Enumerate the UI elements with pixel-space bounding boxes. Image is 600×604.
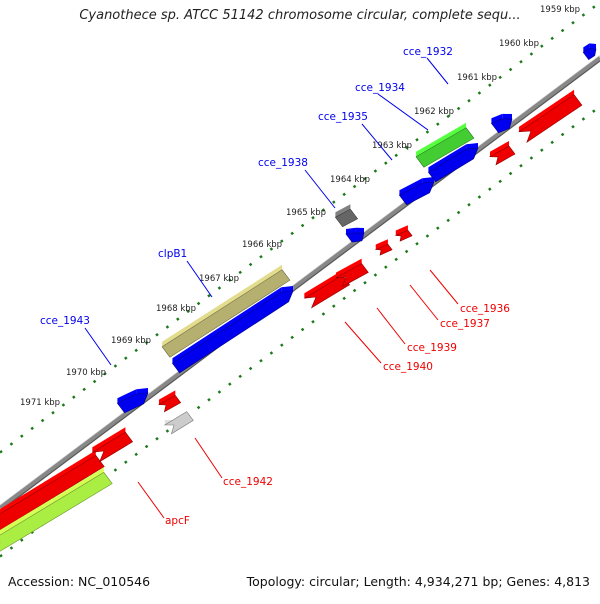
gene-reverse-cce1936: [394, 229, 413, 242]
gene-forward-cce1932-top: [491, 113, 503, 124]
leader-line: [304, 169, 336, 209]
gene-forward-large-tip: [281, 286, 293, 293]
leader-line: [137, 481, 165, 519]
gene-forward-cce1938-tip: [422, 177, 434, 184]
gene-label-forward: cce_1932: [403, 46, 453, 58]
backbone-shadow: [0, 60, 600, 512]
gene-reverse-gray: [163, 411, 194, 435]
leader-line: [361, 123, 393, 161]
gene-forward-large-top: [172, 287, 282, 364]
gene-forward-cce1932: [490, 118, 513, 134]
gene-cce1965-top: [335, 204, 351, 218]
leader-line: [377, 93, 429, 131]
tick-label: 1971 kbp: [20, 398, 60, 408]
gene-label-forward: cce_1935: [318, 111, 368, 123]
gene-label-forward: cce_1938: [258, 157, 308, 169]
gene-label-forward: clpB1: [158, 248, 187, 260]
gene-reverse-cce1942a: [92, 431, 134, 463]
gene-clpB1: [161, 269, 291, 358]
tick-label: 1961 kbp: [457, 73, 497, 83]
leader-line: [194, 437, 223, 479]
tick-label: 1965 kbp: [286, 208, 326, 218]
gene-reverse-tiny: [157, 395, 182, 413]
leader-line: [344, 321, 382, 364]
gene-label-reverse: cce_1940: [383, 361, 433, 373]
gene-forward-cce1932-tip: [502, 113, 512, 119]
gene-forward-edge-top: [583, 43, 590, 53]
gene-reverse-cce1942a-top: [92, 427, 126, 453]
topology-label: Topology: circular; Length: 4,934,271 bp…: [246, 574, 590, 589]
gene-forward-cce1943: [116, 392, 149, 414]
tick-label: 1962 kbp: [414, 107, 454, 117]
gene-forward-cce1943-top: [117, 389, 137, 404]
tick-label: 1969 kbp: [111, 336, 151, 346]
map-title: Cyanothece sp. ATCC 51142 chromosome cir…: [79, 8, 521, 23]
gene-forward-large: [171, 290, 294, 374]
gene-forward-small: [345, 232, 365, 243]
gene-reverse-cce1937: [374, 243, 393, 256]
gene-forward-edge-tip: [589, 43, 596, 49]
gene-label-reverse: apcF: [165, 515, 190, 527]
leader-line: [376, 307, 406, 345]
gene-clpB1-top: [162, 264, 283, 347]
gene-label-reverse: cce_1942: [223, 476, 273, 488]
gene-forward-cce1938-top: [399, 178, 423, 196]
gene-reverse-lime-top: [0, 467, 104, 536]
leader-line: [84, 327, 112, 366]
gene-cce1934-top: [416, 122, 467, 157]
gene-forward-cce1938: [398, 181, 435, 206]
gene-label-reverse: cce_1937: [440, 318, 490, 330]
gene-label-reverse: cce_1939: [407, 342, 457, 354]
gene-forward-cce1943-tip: [136, 388, 148, 395]
leader-line: [186, 260, 213, 298]
gene-label-reverse: cce_1936: [460, 303, 510, 315]
gene-forward-cce1935: [427, 147, 479, 183]
gene-cce1965: [334, 208, 359, 228]
gene-reverse-edge-top: [519, 89, 575, 132]
gene-reverse-apcF-top: [0, 450, 96, 514]
tick-label: 1963 kbp: [372, 141, 412, 151]
gene-reverse-cce1940-top: [304, 270, 343, 299]
gene-cce1934: [415, 127, 475, 168]
tick-label: 1970 kbp: [66, 368, 106, 378]
tick-label: 1960 kbp: [499, 39, 539, 49]
leader-line: [429, 269, 459, 305]
gene-forward-small-tip: [355, 227, 364, 233]
gene-forward-small-top: [346, 227, 356, 234]
gene-label-forward: cce_1934: [355, 82, 405, 94]
tick-label: 1966 kbp: [242, 240, 282, 250]
gene-reverse-lime: [0, 472, 113, 552]
backbone: [0, 56, 600, 510]
tick-label: 1959 kbp: [540, 5, 580, 15]
tick-track-inner: [0, 105, 600, 558]
leader-line: [409, 284, 439, 321]
gene-reverse-apcF: [0, 455, 105, 531]
tick-label: 1968 kbp: [156, 304, 196, 314]
gene-reverse-edge: [518, 94, 583, 143]
gene-forward-edge: [582, 48, 597, 61]
tick-label: 1964 kbp: [330, 175, 370, 185]
gene-reverse-cce1939: [335, 263, 369, 288]
tick-label: 1967 kbp: [199, 274, 239, 284]
gene-forward-cce1935-tip: [466, 143, 478, 150]
accession-label: Accession: NC_010546: [8, 574, 151, 589]
leader-line: [426, 57, 449, 85]
tick-track-outer: [0, 1, 600, 454]
gene-forward-cce1935-top: [428, 144, 467, 173]
gene-reverse-small: [488, 145, 516, 166]
gene-label-forward: cce_1943: [40, 315, 90, 327]
